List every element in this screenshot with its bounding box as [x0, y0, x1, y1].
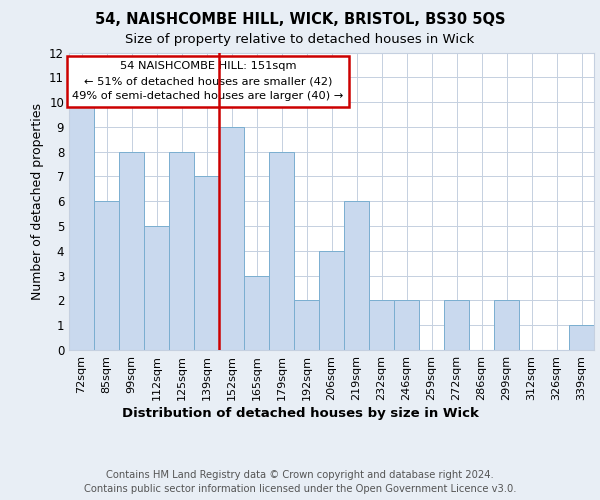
Bar	[394, 300, 419, 350]
Bar	[569, 325, 594, 350]
Bar	[494, 300, 519, 350]
Text: Distribution of detached houses by size in Wick: Distribution of detached houses by size …	[122, 408, 478, 420]
Text: 54 NAISHCOMBE HILL: 151sqm
← 51% of detached houses are smaller (42)
49% of semi: 54 NAISHCOMBE HILL: 151sqm ← 51% of deta…	[73, 62, 344, 101]
Bar	[344, 201, 369, 350]
Bar	[444, 300, 469, 350]
Text: Contains HM Land Registry data © Crown copyright and database right 2024.: Contains HM Land Registry data © Crown c…	[106, 470, 494, 480]
Bar	[269, 152, 294, 350]
Text: Contains public sector information licensed under the Open Government Licence v3: Contains public sector information licen…	[84, 484, 516, 494]
Bar	[194, 176, 219, 350]
Bar	[169, 152, 194, 350]
Bar	[144, 226, 169, 350]
Bar	[369, 300, 394, 350]
Text: 54, NAISHCOMBE HILL, WICK, BRISTOL, BS30 5QS: 54, NAISHCOMBE HILL, WICK, BRISTOL, BS30…	[95, 12, 505, 28]
Bar	[294, 300, 319, 350]
Y-axis label: Number of detached properties: Number of detached properties	[31, 103, 44, 300]
Bar	[94, 201, 119, 350]
Bar	[244, 276, 269, 350]
Text: Size of property relative to detached houses in Wick: Size of property relative to detached ho…	[125, 32, 475, 46]
Bar	[319, 251, 344, 350]
Bar	[69, 102, 94, 350]
Bar	[219, 127, 244, 350]
Bar	[119, 152, 144, 350]
